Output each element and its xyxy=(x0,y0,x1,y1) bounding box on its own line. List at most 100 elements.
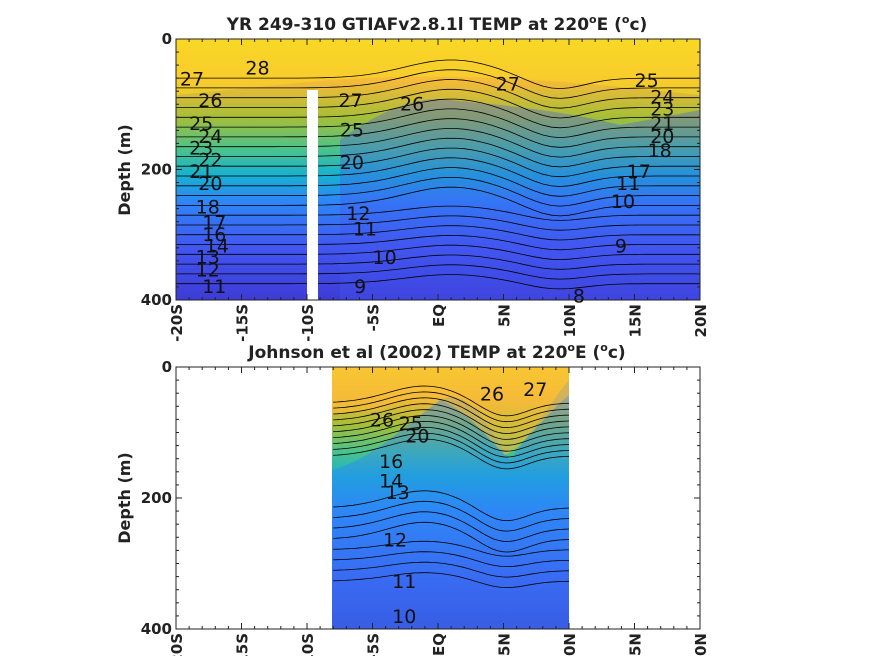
isotherm-line xyxy=(333,540,569,557)
thermocline-dome-top xyxy=(340,99,700,300)
x-tick-label: -20S xyxy=(168,633,186,656)
x-tick-label: -20S xyxy=(168,304,186,342)
title-degree-top: o xyxy=(589,13,597,26)
contour-label: 16 xyxy=(202,224,226,246)
chart-title-bottom: Johnson et al (2002) TEMP at 220oE (oc) xyxy=(247,341,625,363)
contour-label: 13 xyxy=(386,482,410,504)
isotherm-line xyxy=(333,426,569,458)
contour-label: 28 xyxy=(245,57,269,79)
contour-label: 25 xyxy=(399,413,423,435)
contour-label: 27 xyxy=(523,379,547,401)
isotherm-line xyxy=(333,385,569,417)
y-tick-label: 0 xyxy=(162,30,172,48)
contour-label: 24 xyxy=(650,87,674,109)
contour-label: 25 xyxy=(340,119,364,141)
isotherm-line xyxy=(176,157,700,187)
axis-ticks-top: -20S -15S -10S -5S EQ 5N 10N 15N 20N 0 200 400 xyxy=(141,30,710,342)
contour-lines-top xyxy=(176,59,700,290)
contour-label: 23 xyxy=(650,98,674,120)
isotherm-line xyxy=(176,264,700,280)
contour-label: 26 xyxy=(480,384,504,406)
data-gap-bar xyxy=(307,90,318,300)
contour-label: 18 xyxy=(196,196,220,218)
isotherm-line xyxy=(176,167,700,197)
y-axis-label-top: Depth (m) xyxy=(115,124,134,216)
title-end-bottom: c) xyxy=(608,343,626,363)
contour-label: 13 xyxy=(196,247,220,269)
x-tick-label: 10N xyxy=(561,633,579,656)
isotherm-line xyxy=(176,88,700,119)
x-tick-label: 15N xyxy=(627,304,645,337)
isotherm-line xyxy=(333,397,569,429)
contour-label: 27 xyxy=(180,68,204,90)
isotherm-line xyxy=(176,69,700,99)
isotherm-line xyxy=(176,59,700,90)
isotherm-line xyxy=(333,415,569,446)
contour-label: 10 xyxy=(373,247,397,269)
contour-label: 10 xyxy=(392,606,416,628)
y-tick-label: 200 xyxy=(141,161,172,179)
contour-label: 27 xyxy=(338,90,362,112)
x-tick-label: -10S xyxy=(299,633,317,656)
isotherm-line xyxy=(333,438,569,470)
x-tick-label: 20N xyxy=(692,633,710,656)
contour-label: 11 xyxy=(353,219,377,241)
isotherm-line xyxy=(333,561,569,578)
isotherm-line xyxy=(333,409,569,440)
contour-label: 25 xyxy=(635,70,659,92)
contour-label: 8 xyxy=(573,286,585,308)
title-end-top: c) xyxy=(629,15,647,35)
contour-label: 12 xyxy=(383,530,407,552)
title-main-top: YR 249-310 GTIAFv2.8.1l TEMP at 220 xyxy=(226,15,590,35)
title-main-bottom: Johnson et al (2002) TEMP at 220 xyxy=(247,343,567,363)
contour-label: 11 xyxy=(616,173,640,195)
isotherm-line xyxy=(176,177,700,207)
isotherm-line xyxy=(176,108,700,139)
contour-label: 26 xyxy=(400,93,424,115)
contour-label: 25 xyxy=(189,113,213,135)
contour-label: 20 xyxy=(198,173,222,195)
contour-label: 12 xyxy=(346,203,370,225)
contour-label: 11 xyxy=(202,276,226,298)
isotherm-line xyxy=(333,432,569,464)
x-tick-label: EQ xyxy=(430,304,448,327)
isotherm-line xyxy=(333,521,569,553)
y-tick-label: 400 xyxy=(141,291,172,309)
contour-label: 18 xyxy=(648,140,672,162)
contour-label: 21 xyxy=(189,161,213,183)
contour-label: 24 xyxy=(198,126,222,148)
x-tick-label: -5S xyxy=(365,304,383,331)
contour-label: 12 xyxy=(196,260,220,282)
isotherm-line xyxy=(176,234,700,251)
isotherm-line xyxy=(176,186,700,217)
contour-label: 17 xyxy=(627,161,651,183)
contour-label: 17 xyxy=(202,212,226,234)
title-unit-top: o xyxy=(622,13,630,26)
title-mid-top: E ( xyxy=(597,15,622,35)
isotherm-line xyxy=(333,391,569,423)
isotherm-line xyxy=(333,403,569,434)
x-tick-label: EQ xyxy=(430,633,448,656)
contour-lines-bottom xyxy=(333,385,569,589)
isotherm-line xyxy=(333,572,569,589)
isotherm-line xyxy=(333,420,569,452)
y-tick-label: 400 xyxy=(141,620,172,638)
contour-label: 26 xyxy=(198,90,222,112)
contour-label: 23 xyxy=(189,138,213,160)
title-unit-bottom: o xyxy=(600,341,608,354)
isotherm-line xyxy=(333,490,569,522)
isotherm-line xyxy=(176,244,700,261)
y-tick-label: 0 xyxy=(162,358,172,376)
x-tick-label: -15S xyxy=(234,304,252,342)
isotherm-line xyxy=(176,205,700,221)
contour-label: 9 xyxy=(615,235,627,257)
chart-panel-bottom: -20S -15S -10S -5S EQ 5N 10N 15N 20N 0 200 400 26 27… xyxy=(115,341,710,656)
title-mid-bottom: E ( xyxy=(575,343,600,363)
chart-title-top: YR 249-310 GTIAFv2.8.1l TEMP at 220oE (o… xyxy=(226,13,648,35)
y-axis-label-bottom: Depth (m) xyxy=(115,452,134,544)
axis-ticks-bottom: -20S -15S -10S -5S EQ 5N 10N 15N 20N 0 200 400 xyxy=(141,358,710,656)
isotherm-line xyxy=(176,118,700,148)
isotherm-line xyxy=(333,551,569,568)
